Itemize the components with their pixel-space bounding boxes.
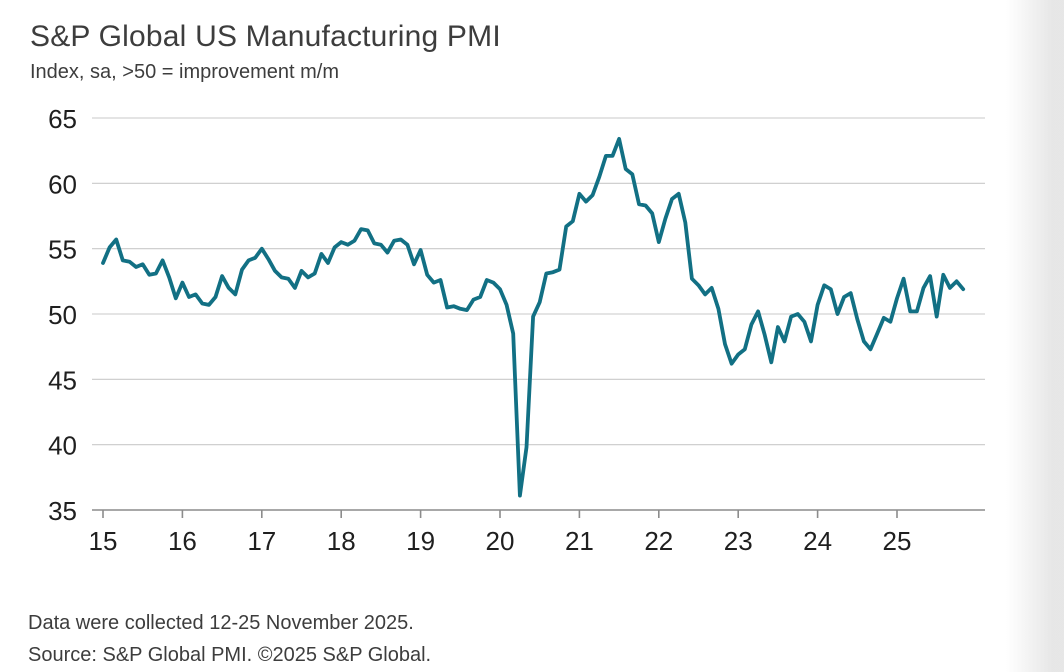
x-axis-tick-label: 24 bbox=[803, 526, 832, 556]
y-axis-tick-label: 65 bbox=[48, 104, 77, 134]
y-axis-tick-label: 60 bbox=[48, 169, 77, 199]
x-axis-tick-label: 23 bbox=[724, 526, 753, 556]
x-axis-tick-label: 15 bbox=[89, 526, 118, 556]
pmi-line-series bbox=[101, 136, 966, 498]
x-axis-tick-label: 20 bbox=[486, 526, 515, 556]
y-axis-tick-label: 50 bbox=[48, 300, 77, 330]
x-axis-tick-label: 18 bbox=[327, 526, 356, 556]
x-axis-tick-label: 17 bbox=[247, 526, 276, 556]
x-axis-tick-label: 21 bbox=[565, 526, 594, 556]
x-axis-tick-label: 22 bbox=[644, 526, 673, 556]
chart-subtitle: Index, sa, >50 = improvement m/m bbox=[30, 61, 340, 83]
y-axis-tick-label: 55 bbox=[48, 235, 77, 265]
y-axis-tick-label: 40 bbox=[48, 431, 77, 461]
y-axis-tick-label: 45 bbox=[48, 365, 77, 395]
data-collection-note: Data were collected 12-25 November 2025. bbox=[28, 612, 414, 634]
chart-title: S&P Global US Manufacturing PMI bbox=[30, 20, 501, 53]
x-axis-tick-label: 16 bbox=[168, 526, 197, 556]
y-axis-tick-label: 35 bbox=[48, 496, 77, 526]
source-note: Source: S&P Global PMI. ©2025 S&P Global… bbox=[28, 644, 432, 666]
x-axis-tick-label: 25 bbox=[883, 526, 912, 556]
x-axis-tick-label: 19 bbox=[406, 526, 435, 556]
